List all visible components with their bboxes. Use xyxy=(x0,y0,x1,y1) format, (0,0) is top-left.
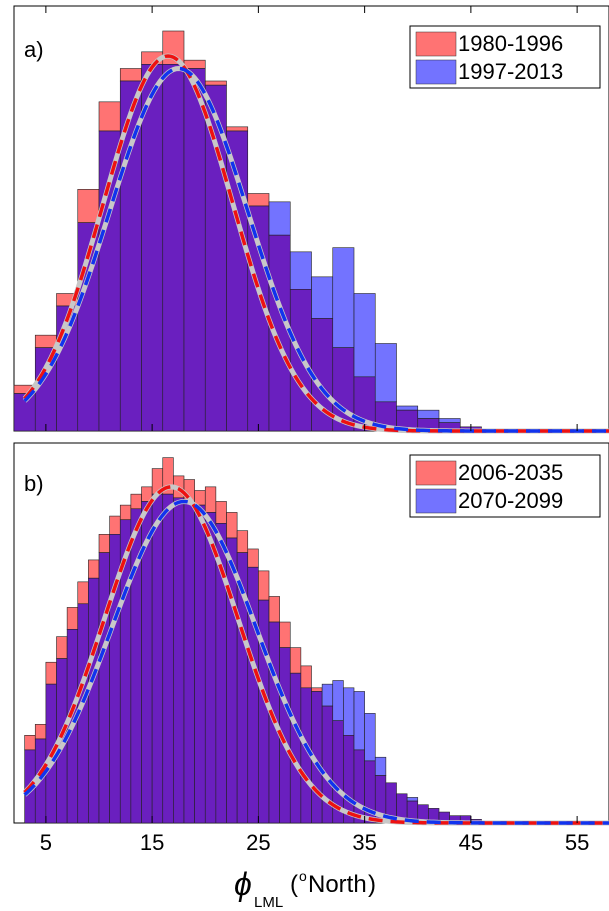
histogram-bar-series-1-excess xyxy=(98,534,110,553)
histogram-bar-series-1-excess xyxy=(226,126,249,132)
histogram-bar-series-1-excess xyxy=(226,512,238,539)
x-axis-label-unit: North xyxy=(308,871,367,898)
histogram-bar-overlap xyxy=(226,537,238,824)
panel-b-tick-labels: 5 15 25 35 45 55 xyxy=(40,830,590,855)
panel-b-legend-label-2: 2070-2099 xyxy=(458,488,563,513)
x-axis-label-subscript: LML xyxy=(254,894,283,911)
histogram-bar-series-1-excess xyxy=(98,101,121,132)
panel-a-legend-label-2: 1997-2013 xyxy=(458,59,563,84)
fit-curve-series-2 xyxy=(23,499,609,825)
panel-b: b) 2006-2035 2070-2099 5 15 25 35 45 55 xyxy=(13,442,609,855)
fit-curve-series-2 xyxy=(23,66,609,433)
fit-curve-series-1 xyxy=(23,485,609,825)
panel-a-bars xyxy=(13,30,482,432)
histogram-bar-series-1-excess xyxy=(56,636,68,659)
histogram-bar-overlap xyxy=(289,672,302,824)
histogram-bar-series-1-excess xyxy=(279,621,291,648)
histogram-bar-series-1-excess xyxy=(24,735,36,751)
x-axis-label-degree: o xyxy=(299,868,307,884)
histogram-bar-series-2-excess xyxy=(332,680,344,721)
histogram-bar-series-1-excess xyxy=(300,665,312,689)
panel-b-legend: 2006-2035 2070-2099 xyxy=(409,454,601,518)
histogram-bar-overlap xyxy=(162,64,185,432)
histogram-bar-series-1-excess xyxy=(204,486,217,513)
histogram-bar-overlap xyxy=(98,552,110,824)
histogram-bar-series-2-excess xyxy=(311,276,334,319)
panel-b-label: b) xyxy=(24,471,44,496)
x-axis-label-close-paren: ) xyxy=(368,871,376,898)
histogram-bar-overlap xyxy=(151,493,164,824)
histogram-bar-series-1-excess xyxy=(183,59,206,69)
panel-a: a) 1980-1996 1997-2013 xyxy=(13,5,609,434)
histogram-bar-series-1-excess xyxy=(247,193,270,207)
histogram-bar-series-1-excess xyxy=(45,661,57,685)
histogram-bar-overlap xyxy=(204,512,217,824)
x-tick-label: 55 xyxy=(565,830,589,855)
panel-b-fits xyxy=(22,484,609,826)
x-tick-label: 35 xyxy=(352,830,376,855)
histogram-bar-series-2-excess xyxy=(374,756,387,776)
histogram-bar-overlap xyxy=(183,501,195,824)
histogram-bar-series-2-excess xyxy=(374,343,397,403)
histogram-bar-series-1-excess xyxy=(268,596,280,623)
histogram-bar-series-1-excess xyxy=(289,647,302,674)
histogram-bar-series-2-excess xyxy=(364,713,376,762)
histogram-bar-series-2-excess xyxy=(321,683,334,707)
panel-a-legend-swatch-1 xyxy=(415,31,457,57)
histogram-bar-series-1-excess xyxy=(77,581,89,605)
histogram-bar-overlap xyxy=(141,64,164,432)
histogram-bar-series-2-excess xyxy=(343,687,355,736)
panel-b-legend-swatch-2 xyxy=(415,488,457,514)
histogram-bar-series-1-excess xyxy=(204,80,227,86)
histogram-bar-series-1-excess xyxy=(119,504,132,521)
histogram-bar-series-2-excess xyxy=(406,797,419,802)
panel-b-legend-label-1: 2006-2035 xyxy=(458,460,563,485)
histogram-bar-series-2-excess xyxy=(353,691,365,751)
histogram-bar-series-1-excess xyxy=(215,501,227,524)
histogram-bar-series-1-excess xyxy=(194,490,206,506)
histogram-bar-overlap xyxy=(183,68,206,432)
histogram-bar-series-2-excess xyxy=(396,405,419,411)
histogram-bar-series-1-excess xyxy=(311,687,323,692)
histogram-bar-series-2-excess xyxy=(353,293,376,378)
histogram-bar-series-1-excess xyxy=(88,559,100,579)
histogram-bar-series-1-excess xyxy=(247,548,259,568)
panel-b-legend-swatch-1 xyxy=(415,460,457,486)
histogram-bar-series-2-excess xyxy=(417,409,440,419)
histogram-bar-series-2-excess xyxy=(438,418,461,423)
histogram-bar-series-1-excess xyxy=(258,570,270,601)
x-axis-label-symbol: ϕ xyxy=(234,866,252,902)
histogram-bar-overlap xyxy=(88,577,100,824)
histogram-bar-overlap xyxy=(353,749,365,824)
histogram-bar-series-2-excess xyxy=(268,201,291,236)
panel-a-ticks xyxy=(45,6,578,431)
histogram-bar-series-2-excess xyxy=(332,247,355,348)
x-tick-label: 25 xyxy=(246,830,270,855)
histogram-bar-series-1-excess xyxy=(130,493,142,510)
panel-a-legend-swatch-2 xyxy=(415,59,457,85)
histogram-bar-series-1-excess xyxy=(236,530,249,553)
panel-a-label: a) xyxy=(24,37,44,62)
x-axis-label: ϕ LML ( o North ) xyxy=(234,866,376,911)
panel-a-legend-label-1: 1980-1996 xyxy=(458,31,563,56)
panel-a-fits xyxy=(22,53,609,434)
histogram-bar-series-1-excess xyxy=(77,189,100,223)
panel-a-legend: 1980-1996 1997-2013 xyxy=(409,25,601,89)
histogram-bar-overlap xyxy=(162,493,174,824)
panel-b-ticks xyxy=(45,816,578,823)
x-tick-label: 15 xyxy=(140,830,164,855)
x-axis-label-open-paren: ( xyxy=(290,871,298,898)
histogram-bar-series-1-excess xyxy=(34,724,47,740)
x-tick-label: 5 xyxy=(40,830,52,855)
histogram-bar-overlap xyxy=(194,504,206,824)
histogram-bar-series-1-excess xyxy=(109,515,121,535)
histogram-bar-series-1-excess xyxy=(119,68,142,82)
histogram-bar-series-2-excess xyxy=(289,251,312,290)
histogram-bar-series-1-excess xyxy=(34,334,57,348)
histogram-bar-series-1-excess xyxy=(66,607,79,630)
x-tick-label: 45 xyxy=(459,830,483,855)
histogram-bar-overlap xyxy=(173,497,185,824)
